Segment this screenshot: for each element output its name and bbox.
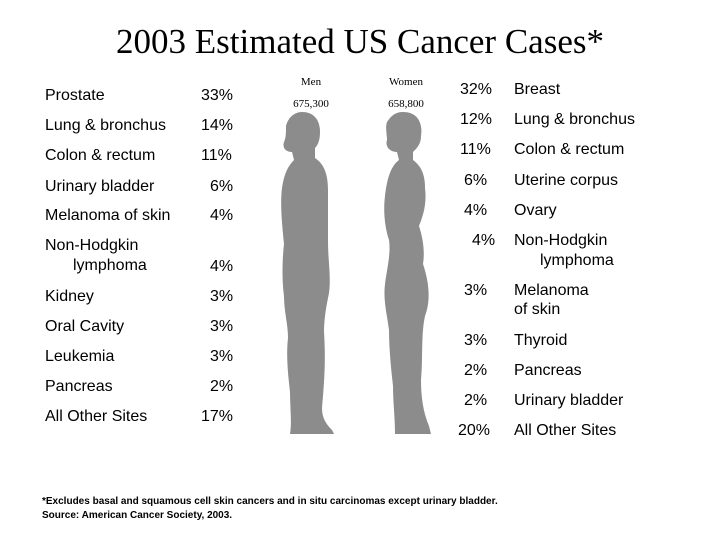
- men-pct: 3%: [210, 318, 234, 335]
- women-label: Ovary: [514, 202, 557, 219]
- men-label-line1: Non-Hodgkin: [45, 237, 139, 254]
- men-pct: 17%: [201, 408, 234, 425]
- women-label: Urinary bladder: [514, 392, 624, 409]
- women-label-line1: Melanoma: [514, 282, 589, 299]
- women-label: Lung & bronchus: [514, 111, 635, 128]
- women-label-line1: Non-Hodgkin: [514, 232, 608, 249]
- men-label-line2: lymphoma: [73, 257, 147, 274]
- women-pct: 4%: [464, 202, 488, 219]
- men-row-prostate: Prostate 33%: [45, 86, 245, 106]
- men-pct: 33%: [201, 87, 234, 104]
- women-pct: 4%: [472, 232, 496, 249]
- men-row-melanoma: Melanoma of skin 4%: [45, 206, 245, 226]
- women-label-line2: of skin: [514, 301, 561, 318]
- men-label: Kidney: [45, 288, 94, 305]
- men-pct: 4%: [210, 207, 234, 224]
- men-label: Prostate: [45, 87, 105, 104]
- men-label: Leukemia: [45, 348, 115, 365]
- men-label: Oral Cavity: [45, 318, 125, 335]
- men-row-bladder: Urinary bladder 6%: [45, 177, 245, 197]
- men-pct: 6%: [210, 178, 234, 195]
- men-row-pancreas: Pancreas 2%: [45, 377, 245, 397]
- footnote-exclusions: *Excludes basal and squamous cell skin c…: [42, 496, 498, 507]
- women-label: Pancreas: [514, 362, 582, 379]
- women-label-line2: lymphoma: [540, 252, 614, 269]
- men-label: Urinary bladder: [45, 178, 155, 195]
- men-row-kidney: Kidney 3%: [45, 287, 245, 307]
- men-pct: 14%: [201, 117, 234, 134]
- women-label: Breast: [514, 81, 561, 98]
- men-label: Melanoma of skin: [45, 207, 171, 224]
- women-label: Uterine corpus: [514, 172, 619, 189]
- men-label: Lung & bronchus: [45, 117, 166, 134]
- men-heading: Men: [300, 76, 322, 88]
- women-label: Thyroid: [514, 332, 568, 349]
- women-row-thyroid: 3% Thyroid: [460, 331, 710, 351]
- women-row-ovary: 4% Ovary: [460, 201, 710, 221]
- women-pct: 3%: [464, 332, 488, 349]
- women-total: 658,800: [388, 98, 424, 110]
- men-row-nhl: Non-Hodgkin lymphoma 4%: [45, 236, 245, 278]
- women-row-uterine: 6% Uterine corpus: [460, 171, 710, 191]
- women-pct: 3%: [464, 282, 488, 299]
- women-row-other: 20% All Other Sites: [458, 421, 710, 441]
- female-silhouette: [384, 112, 431, 434]
- women-pct: 6%: [464, 172, 488, 189]
- women-pct: 2%: [464, 362, 488, 379]
- women-row-pancreas: 2% Pancreas: [460, 361, 710, 381]
- women-pct: 2%: [464, 392, 488, 409]
- men-label: Pancreas: [45, 378, 113, 395]
- women-row-colon: 11% Colon & rectum: [460, 140, 710, 160]
- men-row-colon: Colon & rectum 11%: [45, 146, 245, 166]
- women-label: Colon & rectum: [514, 141, 625, 158]
- women-row-nhl: 4% Non-Hodgkin lymphoma: [460, 231, 710, 273]
- men-label: All Other Sites: [45, 408, 148, 425]
- men-row-oral: Oral Cavity 3%: [45, 317, 245, 337]
- men-total: 675,300: [293, 98, 329, 110]
- men-pct: 2%: [210, 378, 234, 395]
- men-label: Colon & rectum: [45, 147, 156, 164]
- men-pct: 4%: [210, 258, 234, 275]
- women-row-bladder: 2% Urinary bladder: [460, 391, 710, 411]
- men-pct: 11%: [201, 147, 232, 164]
- men-pct: 3%: [210, 288, 234, 305]
- women-row-melanoma: 3% Melanoma of skin: [460, 281, 710, 323]
- footnote-source: Source: American Cancer Society, 2003.: [42, 510, 233, 521]
- male-silhouette: [281, 112, 334, 434]
- men-row-other: All Other Sites 17%: [45, 407, 245, 427]
- women-row-breast: 32% Breast: [460, 80, 710, 100]
- women-row-lung: 12% Lung & bronchus: [460, 110, 710, 130]
- men-row-leukemia: Leukemia 3%: [45, 347, 245, 367]
- page-title: 2003 Estimated US Cancer Cases*: [116, 22, 604, 61]
- women-label: All Other Sites: [514, 422, 617, 439]
- men-pct: 3%: [210, 348, 234, 365]
- women-pct: 12%: [460, 111, 493, 128]
- women-heading: Women: [389, 76, 423, 88]
- men-row-lung: Lung & bronchus 14%: [45, 116, 245, 136]
- women-pct: 20%: [458, 422, 491, 439]
- women-pct: 32%: [460, 81, 493, 98]
- women-pct: 11%: [460, 141, 491, 158]
